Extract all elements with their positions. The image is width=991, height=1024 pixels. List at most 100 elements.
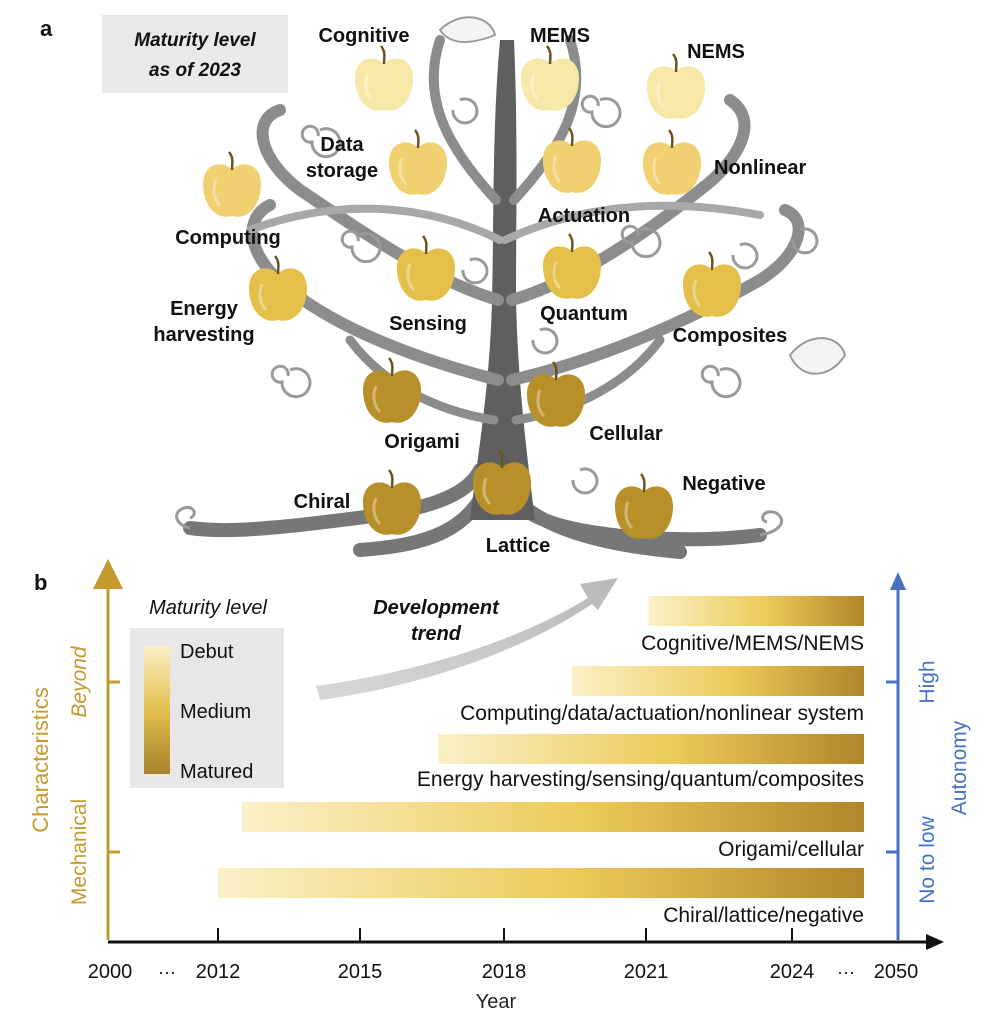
apple-stem bbox=[413, 129, 420, 149]
apple-label-mems: MEMS bbox=[530, 25, 590, 47]
apple-body bbox=[472, 462, 532, 515]
apple-stem bbox=[567, 233, 574, 253]
apple-body bbox=[520, 58, 580, 111]
leaf-top bbox=[438, 16, 497, 43]
left-axis-upper: Beyond bbox=[68, 645, 91, 718]
apple-stem bbox=[387, 357, 394, 377]
apple-label-chiral: Chiral bbox=[294, 491, 351, 513]
apple-highlight bbox=[552, 155, 562, 184]
panel-a-letter: a bbox=[40, 16, 53, 41]
apple-label-line: Negative bbox=[682, 473, 765, 495]
apple-cognitive bbox=[354, 45, 414, 111]
apple-label-line: Cellular bbox=[589, 423, 663, 445]
root-curl-left bbox=[175, 505, 196, 530]
development-trend-line2: trend bbox=[411, 623, 462, 645]
apple-nems bbox=[646, 53, 706, 119]
root-curl-right bbox=[759, 510, 783, 537]
apple-nonlinear bbox=[642, 129, 702, 195]
x-axis-ellipsis-left: ··· bbox=[158, 962, 176, 982]
apple-label-line: Energy bbox=[170, 298, 239, 320]
apple-label-line: Chiral bbox=[294, 491, 351, 513]
apple-label-line: Composites bbox=[673, 325, 787, 347]
apple-highlight bbox=[692, 279, 702, 308]
leaf-right bbox=[788, 337, 847, 375]
apple-stem bbox=[497, 449, 504, 469]
apple-label-line: Data bbox=[320, 134, 364, 156]
apple-body bbox=[354, 58, 414, 111]
apple-highlight bbox=[258, 283, 268, 312]
apple-highlight bbox=[364, 73, 374, 102]
apple-body bbox=[526, 374, 586, 427]
apple-stem bbox=[567, 127, 574, 147]
apple-computing bbox=[202, 151, 262, 217]
apple-label-line: Nonlinear bbox=[714, 157, 806, 179]
timeline-bar-label: Chiral/lattice/negative bbox=[663, 904, 864, 927]
x-axis-ellipsis-right: ··· bbox=[837, 962, 855, 982]
development-trend-line1: Development bbox=[373, 597, 500, 619]
left-axis-lower: Mechanical bbox=[68, 799, 91, 905]
apple-highlight bbox=[624, 501, 634, 530]
apple-body bbox=[682, 264, 742, 317]
apple-label-line: Actuation bbox=[538, 205, 630, 227]
tree-trunk bbox=[470, 40, 535, 520]
apple-label-quantum: Quantum bbox=[540, 303, 628, 325]
legend-debut: Debut bbox=[180, 641, 234, 663]
tree-roots bbox=[183, 463, 767, 559]
legend-matured: Matured bbox=[180, 761, 253, 783]
apple-stem bbox=[551, 361, 558, 381]
timeline-bar-label: Computing/data/actuation/nonlinear syste… bbox=[460, 702, 864, 725]
apple-highlight bbox=[372, 385, 382, 414]
apple-label-actuation: Actuation bbox=[538, 205, 630, 227]
apple-label-cognitive: Cognitive bbox=[318, 25, 409, 47]
apple-label-line: NEMS bbox=[687, 41, 745, 63]
apple-data-storage bbox=[388, 129, 448, 195]
apple-highlight bbox=[530, 73, 540, 102]
apples bbox=[202, 45, 742, 539]
apple-label-line: harvesting bbox=[153, 324, 254, 346]
apple-label-line: Origami bbox=[384, 431, 460, 453]
x-tick-label: 2015 bbox=[338, 961, 383, 983]
apple-highlight bbox=[212, 179, 222, 208]
apple-body bbox=[542, 140, 602, 193]
x-tick-label: 2021 bbox=[624, 961, 669, 983]
x-axis-title: Year bbox=[476, 991, 517, 1013]
timeline-bar bbox=[438, 734, 864, 764]
apple-chiral bbox=[362, 469, 422, 535]
apple-stem bbox=[707, 251, 714, 271]
apple-label-line: Cognitive bbox=[318, 25, 409, 47]
timeline-bar-label: Energy harvesting/sensing/quantum/compos… bbox=[417, 768, 864, 791]
apple-label-cellular: Cellular bbox=[589, 423, 663, 445]
apple-negative bbox=[614, 473, 674, 539]
apple-highlight bbox=[536, 389, 546, 418]
apple-stem bbox=[671, 53, 678, 73]
apple-label-origami: Origami bbox=[384, 431, 460, 453]
maturity-box-line1: Maturity level bbox=[134, 30, 256, 51]
timeline-bar bbox=[218, 868, 864, 898]
apple-highlight bbox=[656, 81, 666, 110]
apple-body bbox=[362, 482, 422, 535]
timeline-bar bbox=[241, 802, 864, 832]
timeline-bar-label: Cognitive/MEMS/NEMS bbox=[641, 632, 864, 655]
right-axis-label: Autonomy bbox=[948, 720, 971, 815]
apple-energy-harvesting bbox=[248, 255, 308, 321]
legend-gradient bbox=[144, 646, 170, 774]
apple-highlight bbox=[652, 157, 662, 186]
apple-body bbox=[614, 486, 674, 539]
apple-body bbox=[362, 370, 422, 423]
apple-body bbox=[646, 66, 706, 119]
apple-stem bbox=[639, 473, 646, 493]
apple-body bbox=[396, 248, 456, 301]
legend-medium: Medium bbox=[180, 701, 251, 723]
apple-label-nonlinear: Nonlinear bbox=[714, 157, 806, 179]
apple-highlight bbox=[482, 477, 492, 506]
x-tick-label: 2050 bbox=[874, 961, 919, 983]
apple-stem bbox=[545, 45, 552, 65]
apple-label-nems: NEMS bbox=[687, 41, 745, 63]
apple-sensing bbox=[396, 235, 456, 301]
apple-label-data-storage: Data storage bbox=[306, 134, 378, 182]
legend-title: Maturity level bbox=[149, 597, 267, 619]
apple-label-composites: Composites bbox=[673, 325, 787, 347]
apple-quantum bbox=[542, 233, 602, 299]
